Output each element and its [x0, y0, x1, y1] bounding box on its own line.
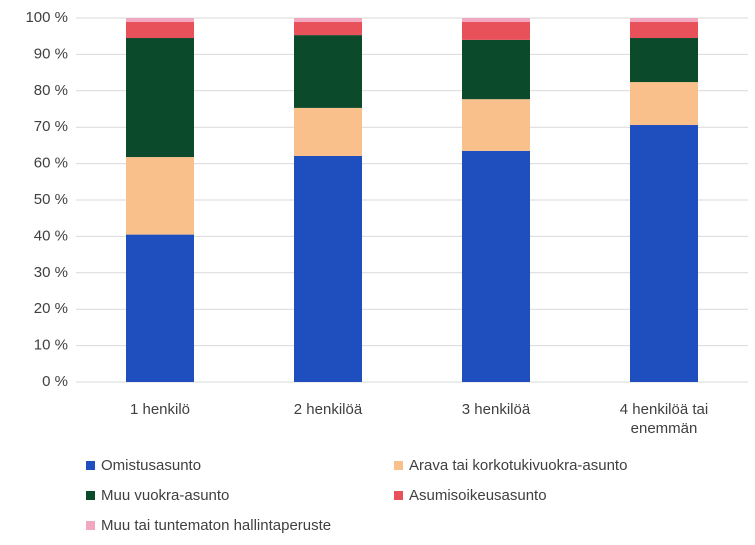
- y-tick-label: 0 %: [42, 373, 68, 390]
- legend-label: Muu vuokra-asunto: [101, 487, 230, 504]
- y-tick-label: 60 %: [34, 155, 68, 172]
- bar-segment: [462, 39, 530, 100]
- legend-label: Arava tai korkotukivuokra-asunto: [409, 457, 628, 474]
- y-tick-label: 50 %: [34, 191, 68, 208]
- legend-label: Omistusasunto: [101, 457, 202, 474]
- bar-segment: [126, 157, 194, 235]
- legend-swatch: [86, 461, 95, 470]
- y-tick-label: 10 %: [34, 337, 68, 354]
- legend-swatch: [394, 461, 403, 470]
- bar-segment: [462, 99, 530, 151]
- legend-swatch: [86, 521, 95, 530]
- legend-item: Muu tai tuntematon hallintaperuste: [86, 517, 331, 534]
- bar-segment: [630, 125, 698, 383]
- legend-label: Asumisoikeusasunto: [409, 487, 547, 504]
- bar-segment: [630, 82, 698, 126]
- y-tick-label: 70 %: [34, 118, 68, 135]
- bar-segment: [630, 18, 698, 23]
- bar-segment: [126, 18, 194, 23]
- legend-item: Asumisoikeusasunto: [394, 487, 547, 504]
- legend-item: Arava tai korkotukivuokra-asunto: [394, 457, 627, 474]
- legend-item: Omistusasunto: [86, 457, 201, 474]
- bar-segment: [294, 155, 362, 382]
- y-tick-label: 100 %: [25, 9, 68, 26]
- bar-segment: [126, 38, 194, 158]
- bar-segment: [630, 38, 698, 83]
- x-tick-label: 4 henkilöä tai enemmän: [619, 401, 709, 437]
- legend-swatch: [86, 491, 95, 500]
- y-tick-label: 80 %: [34, 82, 68, 99]
- bar-segment: [294, 18, 362, 23]
- bar-segment: [126, 22, 194, 39]
- bar-segment: [462, 150, 530, 382]
- x-tick-label: 1 henkilö: [129, 401, 191, 418]
- y-tick-label: 40 %: [34, 227, 68, 244]
- bar-segment: [294, 22, 362, 36]
- bar-segment: [294, 35, 362, 108]
- y-tick-label: 20 %: [34, 300, 68, 317]
- y-tick-label: 30 %: [34, 264, 68, 281]
- y-tick-label: 90 %: [34, 45, 68, 62]
- x-tick-label: 3 henkilöä: [461, 401, 531, 418]
- legend-item: Muu vuokra-asunto: [86, 487, 229, 504]
- bar-segment: [630, 22, 698, 39]
- bar-segment: [462, 18, 530, 23]
- legend-label: Muu tai tuntematon hallintaperuste: [101, 517, 332, 534]
- bar-segment: [126, 234, 194, 382]
- legend-swatch: [394, 491, 403, 500]
- bar-segment: [462, 22, 530, 40]
- bar-segment: [294, 107, 362, 156]
- x-tick-label: 2 henkilöä: [293, 401, 363, 418]
